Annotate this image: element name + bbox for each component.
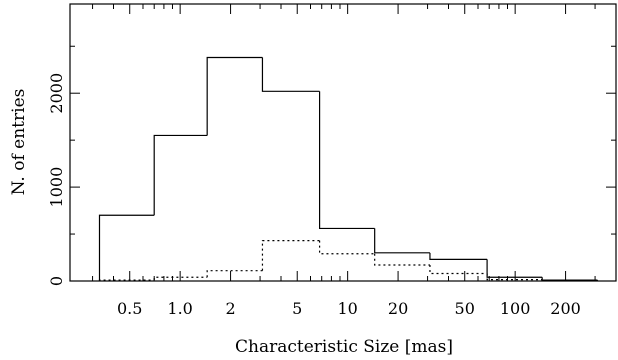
y-axis-label: N. of entries xyxy=(9,89,29,196)
y-tick-label: 0 xyxy=(47,276,66,286)
histogram-bin xyxy=(207,58,262,136)
plot-frame xyxy=(70,4,616,281)
histogram-bin xyxy=(375,228,430,252)
axis-ticks xyxy=(70,4,616,281)
x-tick-label: 5 xyxy=(292,299,302,318)
histogram-bin xyxy=(154,135,207,215)
series-solid xyxy=(99,58,597,281)
histogram-bin xyxy=(542,277,597,280)
histogram-bin xyxy=(154,277,207,280)
x-tick-label: 2 xyxy=(225,299,235,318)
x-tick-label: 20 xyxy=(388,299,408,318)
x-tick-label: 1.0 xyxy=(167,299,192,318)
histogram-bin xyxy=(430,265,487,273)
x-tick-label: 100 xyxy=(500,299,531,318)
x-axis-label: Characteristic Size [mas] xyxy=(235,337,453,357)
histogram-bin xyxy=(487,273,542,279)
y-tick-label: 1000 xyxy=(47,167,66,208)
histogram-bin xyxy=(262,58,319,92)
x-tick-label: 50 xyxy=(455,299,475,318)
histogram-bin xyxy=(320,241,375,254)
x-tick-label: 0.5 xyxy=(117,299,142,318)
x-tick-label: 200 xyxy=(550,299,581,318)
histogram-bin xyxy=(487,259,542,277)
histogram-bin xyxy=(430,253,487,260)
histogram-bin xyxy=(320,91,375,228)
histogram-bin xyxy=(262,241,319,271)
histogram-bin xyxy=(99,215,154,281)
x-tick-label: 10 xyxy=(337,299,357,318)
y-tick-label: 2000 xyxy=(47,73,66,114)
histogram-bin xyxy=(207,271,262,278)
histogram-series xyxy=(99,58,597,281)
series-dotted xyxy=(99,241,597,281)
histogram-bin xyxy=(375,254,430,265)
